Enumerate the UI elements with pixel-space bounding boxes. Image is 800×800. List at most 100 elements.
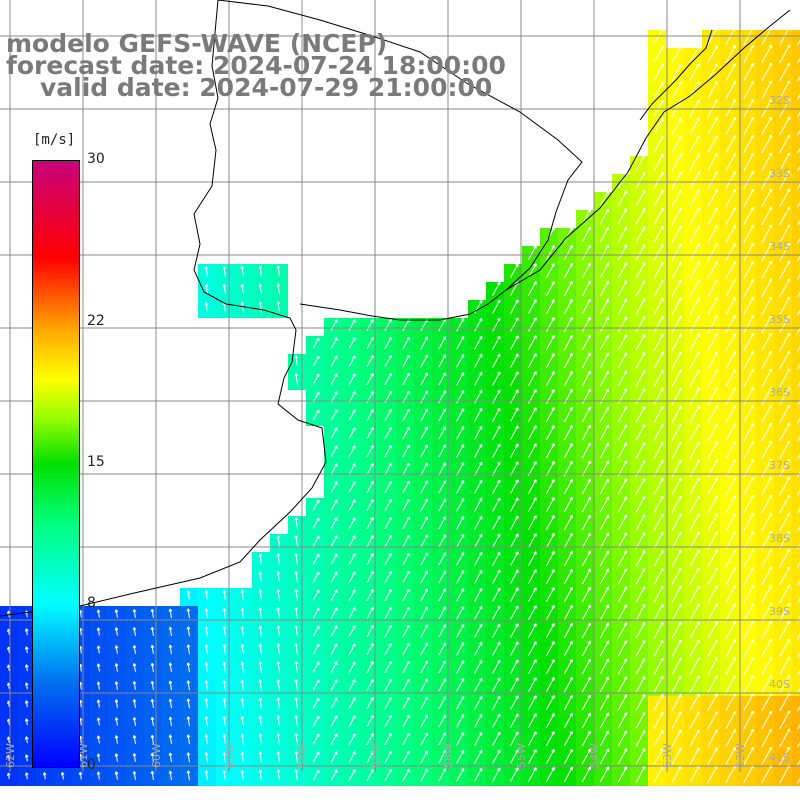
wind-arrow [689,225,700,243]
wind-arrow [366,373,374,386]
wind-arrow [671,297,682,315]
wind-arrow [438,480,447,494]
wind-arrow [510,371,519,386]
wind-arrow [761,350,773,370]
wind-arrow [635,442,646,459]
wind-arrow [528,263,537,278]
wind-arrow [599,442,610,459]
wind-arrow [779,332,791,352]
wind-arrow [402,480,410,494]
wind-arrow [348,535,356,547]
wind-arrow [689,351,700,369]
wind-arrow [671,153,682,171]
wind-arrow [617,316,628,333]
wind-arrow [294,517,299,529]
wind-arrow [510,407,519,422]
wind-arrow [545,263,555,279]
wind-arrow [581,442,591,459]
wind-arrow [653,333,664,351]
wind-arrow [312,517,320,529]
wind-arrow [581,280,591,297]
wind-arrow [492,335,501,350]
wind-arrow [779,494,791,514]
wind-arrow [581,406,591,423]
wind-arrow [797,345,800,352]
wind-arrow [420,498,428,512]
wind-arrow [474,353,483,368]
wind-arrow [563,406,573,423]
wind-arrow [671,369,682,387]
wind-arrow [312,499,320,511]
wind-arrow [761,314,773,334]
wind-arrow [456,354,465,368]
wind-arrow [240,265,245,277]
wind-arrow [330,445,338,457]
wind-arrow [330,319,338,331]
wind-arrow [528,497,537,512]
wind-arrow [797,363,800,370]
latitude-label: 38S [769,532,790,545]
wind-arrow [779,404,791,424]
wind-arrow [725,351,736,369]
wind-arrow [366,445,374,458]
wind-arrow [563,298,573,315]
wind-arrow [384,498,392,512]
wind-arrow [671,171,682,189]
wind-cell [792,210,800,228]
wind-arrow [474,425,483,440]
wind-arrow [725,405,736,423]
wind-arrow [743,44,754,64]
wind-arrow [330,337,338,349]
wind-arrow [635,478,646,495]
wind-arrow [240,301,245,313]
wind-arrow [797,165,800,172]
wind-arrow [563,226,573,243]
wind-arrow [689,189,700,207]
wind-arrow [689,297,700,315]
latitude-label: 39S [769,605,790,618]
wind-arrow [671,441,682,459]
wind-arrow [797,327,800,334]
wind-arrow [725,171,736,189]
wind-arrow [617,514,628,531]
wind-arrow [797,507,800,514]
wind-arrow [599,226,610,243]
wind-arrow [743,260,754,280]
wind-arrow [707,477,718,495]
wind-arrow [294,535,299,547]
wind-arrow [420,444,428,458]
wind-arrow [653,243,664,261]
wind-arrow [671,45,682,63]
wind-arrow [492,443,501,458]
wind-arrow [689,405,700,423]
wind-arrow [384,444,392,458]
wind-arrow [528,533,537,548]
wind-arrow [330,355,338,367]
wind-arrow [420,480,428,494]
wind-cell [792,30,800,48]
wind-arrow [797,381,800,388]
wind-arrow [653,63,664,81]
wind-arrow [689,279,700,297]
wind-arrow [671,531,682,549]
wind-arrow [653,315,664,333]
wind-arrow [743,98,754,118]
wind-arrow [528,407,537,422]
wind-cell [792,336,800,354]
wind-arrow [348,427,356,439]
colorbar-tick-label: 22 [87,312,105,329]
wind-arrow [384,408,392,422]
wind-arrow [438,408,447,422]
wind-arrow [671,135,682,153]
wind-arrow [725,441,736,459]
wind-arrow [761,476,773,496]
wind-arrow [617,226,628,243]
latitude-label: 36S [769,386,790,399]
wind-arrow [617,352,628,369]
wind-arrow [581,352,591,369]
wind-arrow [420,372,428,386]
wind-arrow [707,261,718,279]
wind-arrow [276,265,281,277]
wind-arrow [366,427,374,440]
latitude-label: 37S [769,459,790,472]
